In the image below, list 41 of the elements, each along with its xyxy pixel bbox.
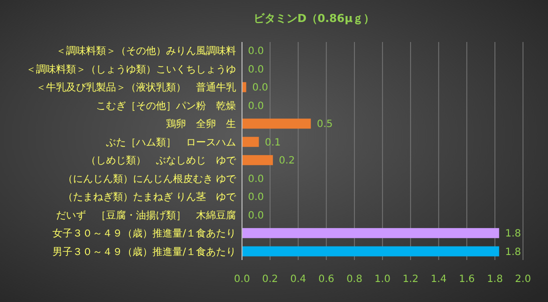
bar (242, 246, 500, 256)
y-tick-label: ぶた［ハム類］ ロースハム (106, 136, 236, 148)
y-tick-label: だいず ［豆腐・油揚げ類］ 木綿豆腐 (56, 209, 236, 222)
y-tick-label: ＜牛乳及び乳製品＞（液状乳類） 普通牛乳 (36, 82, 236, 94)
y-tick-label: （しめじ類） ぶなしめじ ゆで (86, 154, 237, 167)
y-tick-label: ＜調味料類＞（しょうゆ類）こいくちしょうゆ (26, 63, 236, 76)
x-tick-label: 0.0 (234, 274, 250, 285)
data-label: 1.8 (505, 228, 522, 240)
x-tick-label: 0.2 (262, 274, 278, 285)
data-label: 0.0 (248, 64, 264, 76)
data-label: 1.8 (505, 246, 522, 258)
y-tick-label: こむぎ［その他］パン粉 乾燥 (96, 100, 236, 112)
bar (242, 228, 500, 238)
y-tick-label: 女子３０～４９（歳）推進量/１食あたり (52, 228, 236, 240)
data-label: 0.2 (278, 156, 295, 167)
y-tick-label: 男子３０～４９（歳）推進量/１食あたり (52, 246, 236, 258)
data-label: 0.0 (248, 174, 264, 185)
chart-title: ビタミンD（0.86μｇ） (253, 12, 375, 25)
x-tick-label: 1.4 (430, 274, 447, 285)
x-tick-label: 1.0 (374, 274, 390, 285)
bar (242, 136, 259, 147)
data-label: 0.0 (248, 210, 264, 222)
y-tick-label: 鶏卵 全卵 生 (166, 118, 236, 130)
x-tick-label: 1.2 (402, 274, 419, 285)
data-label: 0.5 (316, 119, 333, 130)
x-tick-label: 0.6 (318, 274, 334, 285)
x-tick-label: 1.6 (458, 274, 475, 285)
bar (242, 155, 273, 166)
y-tick-label: （にんじん類）にんじん根皮むき ゆで (62, 172, 237, 185)
data-label: 0.1 (264, 137, 281, 148)
data-label: 0.0 (248, 100, 264, 112)
y-tick-label: ＜調味料類＞（その他）みりん風調味料 (56, 45, 236, 58)
y-tick-label: （たまねぎ類）たまねぎ りん茎 ゆで (62, 191, 237, 204)
bar (242, 118, 311, 129)
data-label: 0.0 (248, 192, 264, 204)
data-label: 0.0 (248, 46, 264, 58)
data-label: 0.0 (252, 82, 268, 94)
x-tick-label: 0.4 (290, 274, 306, 285)
x-tick-label: 1.8 (486, 274, 503, 285)
x-tick-label: 2.0 (515, 274, 531, 285)
x-tick-label: 0.8 (346, 274, 362, 285)
